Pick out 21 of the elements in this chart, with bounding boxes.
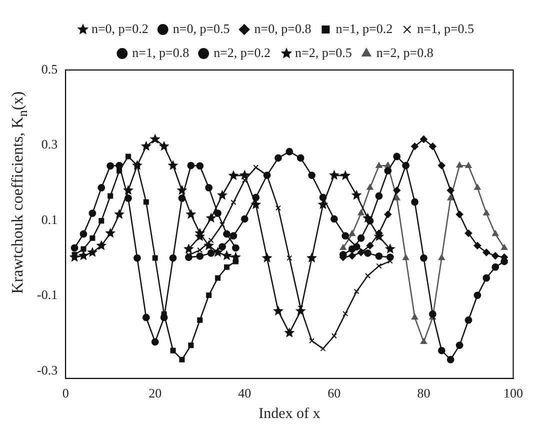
legend-label: n=1, p=0.2 bbox=[336, 20, 393, 36]
legend-label: n=0, p=0.8 bbox=[254, 20, 312, 36]
x-tick-label: 60 bbox=[328, 386, 341, 401]
x-tick-label: 0 bbox=[62, 386, 69, 401]
x-tick-label: 100 bbox=[504, 386, 523, 401]
x-tick-label: 20 bbox=[148, 386, 162, 401]
legend-label: n=1, p=0.8 bbox=[132, 44, 190, 60]
legend-label: n=2, p=0.8 bbox=[376, 44, 434, 60]
legend-label: n=0, p=0.5 bbox=[172, 20, 230, 36]
y-tick-label: 0.1 bbox=[41, 212, 58, 227]
y-tick-label: 0.3 bbox=[41, 136, 58, 152]
x-tick-label: 40 bbox=[238, 386, 252, 401]
x-tick-label: 80 bbox=[417, 386, 430, 401]
x-axis-title: Index of x bbox=[258, 406, 321, 422]
y-tick-label: -0.3 bbox=[36, 362, 58, 378]
legend-label: n=1, p=0.5 bbox=[417, 20, 474, 36]
y-tick-label: 0.5 bbox=[41, 61, 58, 76]
legend-label: n=0, p=0.2 bbox=[91, 20, 148, 36]
y-tick-label: -0.1 bbox=[36, 287, 58, 302]
legend-label: n=2, p=0.2 bbox=[214, 44, 271, 60]
legend-label: n=2, p=0.5 bbox=[295, 44, 352, 60]
